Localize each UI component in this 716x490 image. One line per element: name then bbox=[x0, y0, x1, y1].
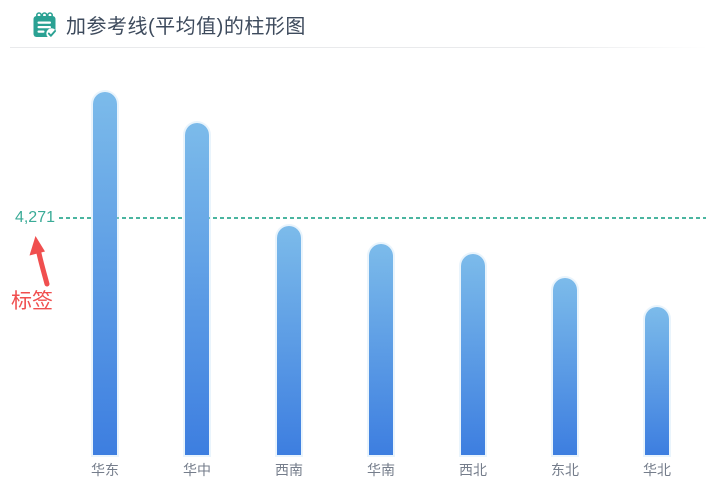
x-axis-label: 华南 bbox=[367, 462, 395, 478]
header-divider bbox=[10, 47, 708, 48]
x-axis-label: 华东 bbox=[91, 462, 119, 478]
chart-header: 加参考线(平均值)的柱形图 bbox=[31, 10, 306, 39]
reference-line bbox=[59, 216, 706, 219]
reference-line-label: 4,271 bbox=[14, 208, 55, 226]
bar-华北[interactable] bbox=[645, 307, 669, 455]
x-axis-label: 华中 bbox=[183, 462, 211, 478]
x-axis-label: 西南 bbox=[275, 462, 303, 478]
x-axis-label: 西北 bbox=[459, 462, 487, 478]
bar-东北[interactable] bbox=[553, 277, 577, 455]
bar-西南[interactable] bbox=[277, 226, 301, 455]
page-title: 加参考线(平均值)的柱形图 bbox=[66, 16, 306, 38]
annotation-label: 标签 bbox=[11, 290, 53, 313]
bar-华东[interactable] bbox=[93, 92, 117, 455]
bar-华南[interactable] bbox=[369, 243, 393, 455]
bar-西北[interactable] bbox=[461, 253, 485, 455]
bar-华中[interactable] bbox=[185, 122, 209, 455]
x-axis-label: 东北 bbox=[551, 462, 579, 478]
x-axis-label: 华北 bbox=[643, 462, 671, 478]
notepad-check-icon bbox=[31, 11, 57, 39]
